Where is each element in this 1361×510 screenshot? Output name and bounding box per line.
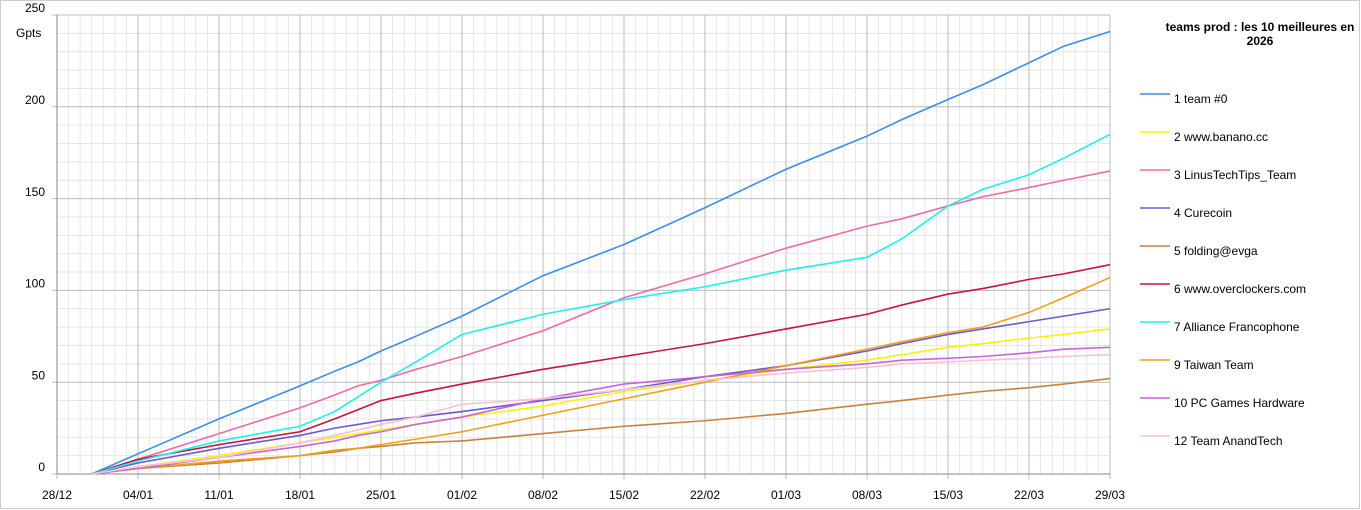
x-tick-label: 22/02: [690, 488, 720, 502]
x-tick-label: 08/02: [528, 488, 558, 502]
x-tick-label: 28/12: [42, 488, 72, 502]
series-line: [91, 346, 1111, 475]
y-axis-label: Gpts: [16, 26, 41, 40]
y-tick-label: 250: [25, 1, 45, 15]
x-tick-label: 25/01: [366, 488, 396, 502]
y-tick-label: 100: [25, 277, 45, 291]
chart-title: teams prod : les 10 meilleures en 2026: [1165, 20, 1355, 48]
legend-label: 7 Alliance Francophone: [1174, 320, 1300, 334]
x-tick-label: 22/03: [1014, 488, 1044, 502]
series-line: [91, 170, 1111, 475]
series-line: [91, 276, 1111, 475]
series-line: [91, 30, 1111, 475]
y-tick-label: 50: [32, 368, 46, 382]
legend-label: 6 www.overclockers.com: [1174, 282, 1306, 296]
legend-label: 5 folding@evga: [1174, 244, 1258, 258]
x-tick-label: 15/03: [933, 488, 963, 502]
x-tick-label: 18/01: [285, 488, 315, 502]
legend-label: 2 www.banano.cc: [1174, 130, 1268, 144]
x-tick-label: 01/03: [771, 488, 801, 502]
legend-label: 12 Team AnandTech: [1174, 434, 1283, 448]
y-tick-label: 0: [38, 460, 45, 474]
legend-label: 4 Curecoin: [1174, 206, 1232, 220]
x-tick-label: 08/03: [852, 488, 882, 502]
legend-label: 1 team #0: [1174, 92, 1228, 106]
x-tick-label: 11/01: [204, 488, 233, 502]
series-line: [91, 353, 1111, 475]
y-tick-label: 200: [25, 93, 45, 107]
x-tick-label: 29/03: [1095, 488, 1125, 502]
x-tick-label: 15/02: [609, 488, 639, 502]
x-tick-label: 04/01: [123, 488, 153, 502]
legend-label: 9 Taiwan Team: [1174, 358, 1254, 372]
series-line: [91, 307, 1111, 475]
legend-label: 3 LinusTechTips_Team: [1174, 168, 1296, 182]
y-tick-label: 150: [25, 185, 45, 199]
series-line: [91, 133, 1111, 475]
legend-label: 10 PC Games Hardware: [1174, 396, 1305, 410]
x-tick-label: 01/02: [447, 488, 477, 502]
series-line: [91, 263, 1111, 475]
